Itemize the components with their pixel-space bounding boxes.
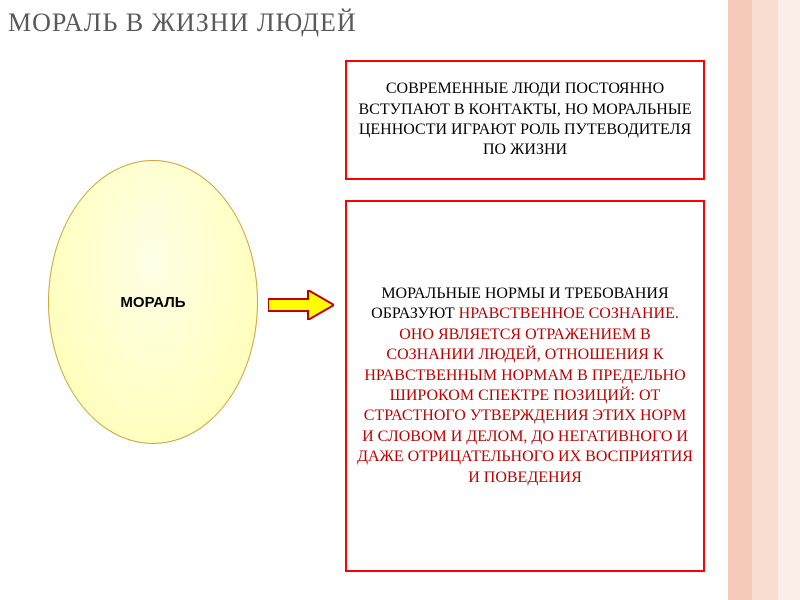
bg-stripe — [778, 0, 800, 600]
text-box-content: СОВРЕМЕННЫЕ ЛЮДИ ПОСТОЯННО ВСТУПАЮТ В КО… — [355, 79, 695, 161]
text-box-bottom: МОРАЛЬНЫЕ НОРМЫ И ТРЕБОВАНИЯ ОБРАЗУЮТ НР… — [345, 200, 705, 572]
text-box-top: СОВРЕМЕННЫЕ ЛЮДИ ПОСТОЯННО ВСТУПАЮТ В КО… — [345, 60, 705, 180]
text-run: СОВРЕМЕННЫЕ ЛЮДИ ПОСТОЯННО ВСТУПАЮТ В КО… — [359, 80, 692, 158]
morality-ellipse: МОРАЛЬ — [48, 160, 258, 444]
text-run: НРАВСТВЕННОЕ СОЗНАНИЕ. ОНО ЯВЛЯЕТСЯ ОТРА… — [357, 305, 693, 486]
bg-stripe — [752, 0, 778, 600]
morality-ellipse-label: МОРАЛЬ — [120, 294, 185, 311]
text-box-content: МОРАЛЬНЫЕ НОРМЫ И ТРЕБОВАНИЯ ОБРАЗУЮТ НР… — [357, 284, 693, 489]
bg-stripe — [728, 0, 752, 600]
page-title: МОРАЛЬ В ЖИЗНИ ЛЮДЕЙ — [8, 8, 357, 38]
arrow-icon — [268, 290, 334, 320]
